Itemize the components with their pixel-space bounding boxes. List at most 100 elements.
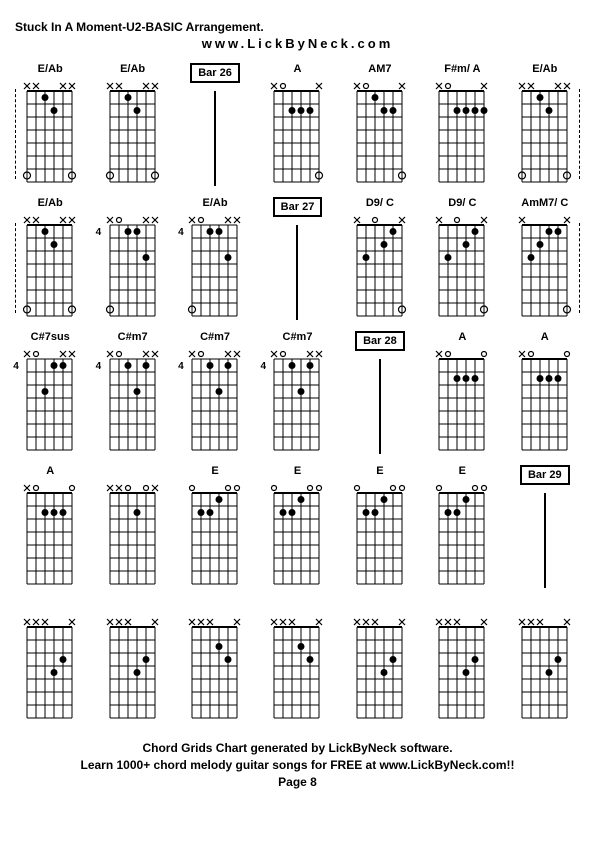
chord-diagram	[516, 213, 574, 323]
chord-label: AmM7/ C	[521, 197, 568, 211]
chord-label: A	[541, 331, 549, 345]
bar-line	[544, 493, 546, 588]
chord-diagram	[21, 213, 79, 323]
bar-marker: Bar 28	[345, 331, 415, 457]
chord-label: D9/ C	[448, 197, 476, 211]
chord-cell: A	[510, 331, 580, 457]
chord-cell: C#m7 4	[262, 331, 332, 457]
bar-label: Bar 28	[355, 331, 405, 351]
chord-label: C#m7	[118, 331, 148, 345]
chord-cell: A	[262, 63, 332, 189]
fret-number: 4	[13, 361, 19, 372]
footer-line1: Chord Grids Chart generated by LickByNec…	[15, 740, 580, 757]
chord-diagram	[351, 213, 409, 323]
chord-diagram	[516, 347, 574, 457]
fret-number: 4	[178, 361, 184, 372]
chord-diagram	[516, 615, 574, 725]
chord-diagram	[104, 615, 162, 725]
chord-cell	[15, 599, 85, 725]
chord-cell	[97, 599, 167, 725]
fret-number: 4	[178, 227, 184, 238]
chord-cell: E/Ab	[510, 63, 580, 189]
footer-line2: Learn 1000+ chord melody guitar songs fo…	[15, 757, 580, 774]
chord-cell: AmM7/ C	[510, 197, 580, 323]
chord-diagram	[21, 481, 79, 591]
chord-diagram	[351, 481, 409, 591]
chord-diagram	[433, 481, 491, 591]
chord-diagram	[104, 79, 162, 189]
chord-cell: E	[427, 465, 497, 591]
chord-diagram	[268, 481, 326, 591]
chord-label: AM7	[368, 63, 391, 77]
chord-diagram	[433, 79, 491, 189]
chord-grid: E/AbE/AbBar 26AAM7F#m/ AE/AbE/Ab4E/Ab4Ba…	[15, 63, 580, 725]
chord-diagram: 4	[104, 347, 162, 457]
page-title: Stuck In A Moment-U2-BASIC Arrangement.	[15, 20, 580, 34]
chord-label: E/Ab	[120, 63, 145, 77]
bar-marker: Bar 29	[510, 465, 580, 591]
chord-diagram	[21, 79, 79, 189]
chord-cell: E	[345, 465, 415, 591]
chord-cell: C#m7 4	[97, 331, 167, 457]
chord-cell: E/Ab 4	[180, 197, 250, 323]
chord-diagram: 4	[104, 213, 162, 323]
chord-diagram: 4	[186, 213, 244, 323]
chord-diagram	[186, 615, 244, 725]
chord-cell: D9/ C	[427, 197, 497, 323]
footer: Chord Grids Chart generated by LickByNec…	[15, 740, 580, 790]
chord-diagram	[268, 79, 326, 189]
chord-cell	[97, 465, 167, 591]
bar-label: Bar 26	[190, 63, 240, 83]
chord-label: C#m7	[283, 331, 313, 345]
fret-number: 4	[96, 361, 102, 372]
chord-cell: E/Ab	[15, 63, 85, 189]
chord-cell	[427, 599, 497, 725]
header: Stuck In A Moment-U2-BASIC Arrangement. …	[15, 20, 580, 51]
chord-cell: C#m7 4	[180, 331, 250, 457]
bar-label: Bar 29	[520, 465, 570, 485]
footer-line3: Page 8	[15, 774, 580, 791]
chord-label: A	[46, 465, 54, 479]
chord-label: C#m7	[200, 331, 230, 345]
chord-diagram	[433, 213, 491, 323]
chord-diagram	[104, 481, 162, 591]
chord-diagram: 4	[21, 347, 79, 457]
chord-cell: E/Ab	[97, 63, 167, 189]
chord-cell: AM7	[345, 63, 415, 189]
chord-label: E	[376, 465, 383, 479]
chord-label: A	[458, 331, 466, 345]
chord-cell	[510, 599, 580, 725]
chord-diagram: 4	[268, 347, 326, 457]
chord-cell: A	[15, 465, 85, 591]
chord-cell: E/Ab	[15, 197, 85, 323]
bar-line	[296, 225, 298, 320]
chord-cell	[345, 599, 415, 725]
bar-line	[379, 359, 381, 454]
chord-diagram	[433, 347, 491, 457]
chord-label: E/Ab	[38, 197, 63, 211]
chord-diagram	[351, 79, 409, 189]
page-subtitle: www.LickByNeck.com	[15, 36, 580, 51]
chord-cell: E	[262, 465, 332, 591]
chord-cell: F#m/ A	[427, 63, 497, 189]
chord-label: F#m/ A	[444, 63, 480, 77]
chord-diagram	[186, 481, 244, 591]
chord-cell	[262, 599, 332, 725]
chord-diagram	[21, 615, 79, 725]
chord-cell: E	[180, 465, 250, 591]
chord-cell: D9/ C	[345, 197, 415, 323]
chord-diagram: 4	[186, 347, 244, 457]
chord-label: A	[294, 63, 302, 77]
chord-label: C#7sus	[31, 331, 70, 345]
chord-label: E	[459, 465, 466, 479]
chord-cell: C#7sus 4	[15, 331, 85, 457]
chord-diagram	[268, 615, 326, 725]
bar-line	[214, 91, 216, 186]
chord-label: E	[294, 465, 301, 479]
chord-label: E/Ab	[203, 197, 228, 211]
chord-cell	[180, 599, 250, 725]
chord-diagram	[516, 79, 574, 189]
bar-marker: Bar 27	[262, 197, 332, 323]
chord-cell: A	[427, 331, 497, 457]
fret-number: 4	[260, 361, 266, 372]
